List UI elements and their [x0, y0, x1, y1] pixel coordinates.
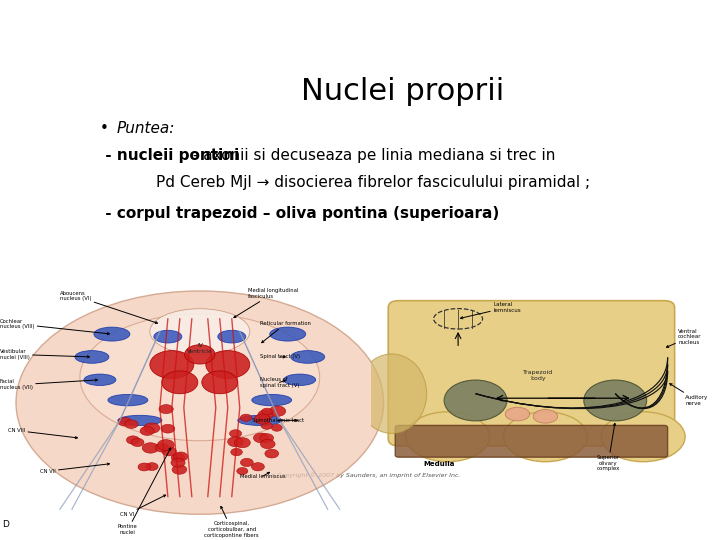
Circle shape [240, 458, 253, 467]
Circle shape [261, 408, 272, 415]
FancyBboxPatch shape [388, 301, 675, 446]
Circle shape [171, 458, 185, 467]
Text: IV
Ventricle: IV Ventricle [187, 343, 212, 354]
Ellipse shape [108, 394, 148, 406]
Circle shape [140, 427, 154, 435]
Circle shape [230, 448, 243, 456]
Ellipse shape [217, 330, 246, 343]
Circle shape [172, 465, 186, 474]
Text: CN VI: CN VI [120, 495, 166, 517]
Text: Vestibular
nuclei (VIII): Vestibular nuclei (VIII) [0, 349, 89, 360]
Circle shape [265, 449, 279, 458]
Ellipse shape [357, 354, 427, 433]
Text: Nucleus of
spinal tract (V): Nucleus of spinal tract (V) [260, 377, 300, 388]
Ellipse shape [238, 415, 282, 426]
Text: Copyright © 2007 by Saunders, an imprint of Elsevier Inc.: Copyright © 2007 by Saunders, an imprint… [277, 472, 461, 478]
Ellipse shape [94, 327, 130, 341]
Circle shape [142, 443, 158, 453]
Text: Medulla: Medulla [423, 461, 454, 467]
Ellipse shape [406, 412, 490, 462]
Circle shape [184, 345, 215, 364]
Ellipse shape [444, 380, 507, 421]
Circle shape [253, 433, 269, 443]
Text: Puntea:: Puntea: [117, 121, 175, 136]
Text: •: • [100, 121, 119, 136]
Text: Spinothalamic tract: Spinothalamic tract [252, 418, 304, 423]
Circle shape [228, 437, 243, 447]
Ellipse shape [252, 394, 292, 406]
Circle shape [254, 414, 270, 424]
Text: Corticospinal,
corticobulbar, and
corticopontine fibers: Corticospinal, corticobulbar, and cortic… [204, 507, 259, 538]
Text: Cochlear
nucleus (VIII): Cochlear nucleus (VIII) [0, 319, 109, 335]
Text: Facial
nucleus (VII): Facial nucleus (VII) [0, 379, 97, 390]
Ellipse shape [118, 415, 162, 426]
Text: Spinal tract (V): Spinal tract (V) [260, 354, 300, 360]
Text: Medial lemniscus: Medial lemniscus [240, 472, 285, 479]
Circle shape [145, 463, 158, 470]
Circle shape [125, 420, 138, 428]
Text: Reticular formation: Reticular formation [260, 321, 310, 343]
Ellipse shape [503, 412, 588, 462]
Text: Auditory
nerve: Auditory nerve [670, 383, 708, 406]
Circle shape [260, 434, 274, 442]
Circle shape [206, 350, 250, 379]
Text: CN VII: CN VII [40, 463, 109, 474]
Ellipse shape [534, 409, 557, 423]
Ellipse shape [150, 309, 250, 354]
Ellipse shape [16, 291, 384, 514]
Text: Pontine
nuclei: Pontine nuclei [118, 448, 171, 535]
Ellipse shape [154, 330, 182, 343]
Ellipse shape [284, 374, 315, 386]
Circle shape [261, 440, 275, 449]
Text: D: D [2, 520, 9, 529]
Text: Lateral
lemniscus: Lateral lemniscus [461, 302, 521, 319]
Ellipse shape [270, 327, 306, 341]
Ellipse shape [584, 380, 647, 421]
Circle shape [159, 404, 174, 414]
Circle shape [251, 463, 264, 471]
Circle shape [202, 371, 238, 394]
Circle shape [138, 463, 150, 471]
Circle shape [127, 436, 140, 444]
Circle shape [269, 406, 286, 416]
Ellipse shape [291, 350, 325, 363]
Circle shape [258, 410, 273, 420]
Ellipse shape [75, 350, 109, 363]
Text: Nuclei proprii: Nuclei proprii [301, 77, 504, 106]
Circle shape [158, 440, 174, 450]
Text: Trapezoid
body: Trapezoid body [523, 370, 554, 381]
Ellipse shape [601, 412, 685, 462]
Circle shape [171, 453, 185, 462]
Circle shape [150, 350, 194, 379]
Circle shape [237, 468, 248, 475]
Circle shape [240, 414, 252, 421]
Circle shape [261, 422, 272, 429]
Circle shape [162, 447, 176, 456]
Circle shape [161, 424, 175, 433]
Text: Ventral
cochlear
nucleus: Ventral cochlear nucleus [667, 329, 701, 347]
Text: Medial longitudinal
fasciculus: Medial longitudinal fasciculus [234, 288, 298, 318]
Ellipse shape [505, 407, 530, 421]
Text: CN VIII: CN VIII [8, 428, 78, 438]
Text: - corpul trapezoid – oliva pontina (superioara): - corpul trapezoid – oliva pontina (supe… [100, 206, 499, 221]
Circle shape [131, 438, 144, 447]
Circle shape [230, 430, 242, 437]
Text: Aboucens
nucleus (VI): Aboucens nucleus (VI) [60, 291, 158, 323]
Text: Superior
olivary
complex: Superior olivary complex [597, 423, 620, 471]
Text: - axonii si decuseaza pe linia mediana si trec in: - axonii si decuseaza pe linia mediana s… [188, 148, 556, 163]
Circle shape [162, 371, 198, 394]
Circle shape [118, 417, 132, 426]
Ellipse shape [84, 374, 116, 386]
Circle shape [271, 424, 282, 431]
Text: - nucleii pontini: - nucleii pontini [100, 148, 239, 163]
FancyBboxPatch shape [395, 426, 667, 457]
Circle shape [144, 423, 160, 433]
Circle shape [174, 452, 188, 461]
Circle shape [155, 443, 168, 452]
Ellipse shape [80, 314, 320, 441]
Text: Pd Cereb Mjl → disocierea fibrelor fasciculului piramidal ;: Pd Cereb Mjl → disocierea fibrelor fasci… [156, 175, 590, 190]
Circle shape [234, 437, 251, 448]
